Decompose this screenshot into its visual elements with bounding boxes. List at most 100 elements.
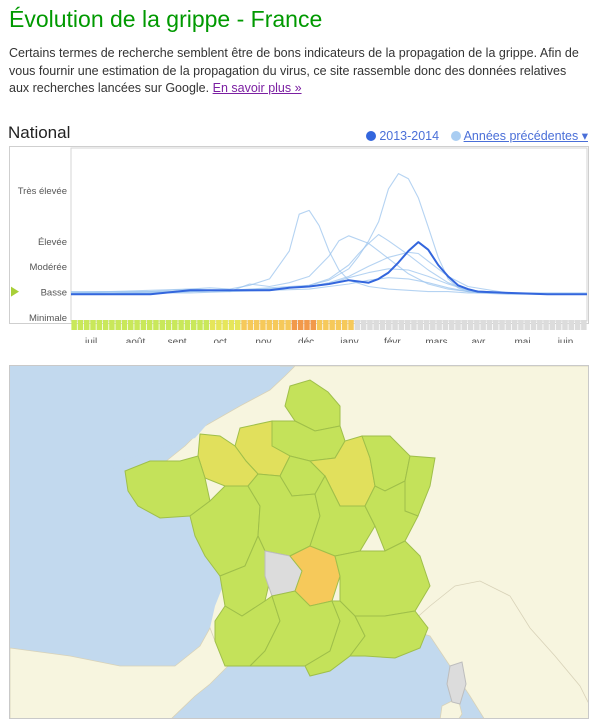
activity-cell xyxy=(511,320,518,330)
activity-cell xyxy=(373,320,379,330)
region-languedoc-roussillon[interactable] xyxy=(304,600,366,677)
previous-season-line xyxy=(71,251,587,295)
activity-cell xyxy=(297,320,304,330)
activity-cell xyxy=(411,320,417,330)
activity-cell xyxy=(115,320,121,330)
activity-cell xyxy=(499,320,505,330)
activity-cell xyxy=(323,320,329,330)
activity-cell xyxy=(568,320,575,330)
activity-cell xyxy=(291,320,298,330)
activity-cell xyxy=(279,320,285,330)
intro-text: Certains termes de recherche semblent êt… xyxy=(9,45,589,98)
activity-cell xyxy=(574,320,581,330)
activity-cell xyxy=(436,320,442,330)
activity-cell xyxy=(209,320,216,330)
y-level-label: Élevée xyxy=(38,237,67,248)
activity-cell xyxy=(253,320,260,330)
activity-cell xyxy=(140,320,147,330)
x-tick-label: juil. xyxy=(84,337,100,343)
activity-cell xyxy=(448,320,455,330)
activity-cell xyxy=(404,320,411,330)
flu-trend-chart: Minimale Basse Modérée Élevée Très élevée jui… xyxy=(9,146,589,348)
activity-cell xyxy=(417,320,423,330)
region-paca[interactable] xyxy=(349,610,429,659)
current-level-marker xyxy=(11,286,19,297)
activity-cell xyxy=(530,320,537,330)
x-tick-label: oct. xyxy=(213,337,229,343)
activity-cell xyxy=(335,320,342,330)
activity-cell xyxy=(241,320,247,330)
activity-cell xyxy=(348,320,354,330)
activity-cell xyxy=(102,320,109,330)
activity-cell xyxy=(562,320,568,330)
activity-cell xyxy=(467,320,474,330)
activity-cell xyxy=(430,320,436,330)
activity-cell xyxy=(367,320,373,330)
previous-season-line xyxy=(71,233,587,295)
activity-cell xyxy=(165,320,172,330)
activity-cell xyxy=(83,320,90,330)
activity-cell xyxy=(474,320,480,330)
region-rhone-alpes[interactable] xyxy=(334,540,431,617)
legend-previous-dot xyxy=(450,131,461,141)
activity-cell xyxy=(260,320,266,330)
activity-cell xyxy=(128,320,134,330)
activity-cell xyxy=(272,320,279,330)
activity-cell xyxy=(146,320,153,330)
region-title: National xyxy=(8,123,71,142)
plot-frame xyxy=(70,147,588,322)
flu-trend-chart-svg: Minimale Basse Modérée Élevée Très élevée jui… xyxy=(9,146,589,348)
region-bourgogne[interactable] xyxy=(309,474,376,557)
current-season-line xyxy=(71,241,587,296)
legend-current-label: 2013-2014 xyxy=(379,129,440,143)
activity-cell xyxy=(461,320,468,330)
legend-current-dot xyxy=(366,131,377,141)
previous-season-line xyxy=(71,209,587,294)
learn-more-link[interactable]: En savoir plus » xyxy=(212,81,302,95)
activity-cell xyxy=(222,320,228,330)
x-tick-label: août xyxy=(126,337,146,343)
activity-cell xyxy=(518,320,524,330)
x-tick-label: mai xyxy=(514,337,530,343)
activity-cell xyxy=(190,320,197,330)
activity-cell xyxy=(392,320,398,330)
activity-cell xyxy=(543,320,549,330)
activity-cell xyxy=(178,320,184,330)
activity-cell xyxy=(493,320,499,330)
activity-cell xyxy=(197,320,203,330)
activity-cell xyxy=(329,320,335,330)
x-tick-label: janv. xyxy=(339,337,360,343)
y-level-label: Modérée xyxy=(30,262,68,273)
activity-cell xyxy=(581,320,587,330)
activity-cell xyxy=(109,320,115,330)
activity-cell xyxy=(71,320,77,330)
previous-season-line xyxy=(71,173,587,295)
activity-cell xyxy=(354,320,361,330)
activity-cell xyxy=(360,320,367,330)
activity-cell xyxy=(285,320,291,330)
france-map-svg xyxy=(10,366,588,718)
activity-cell xyxy=(524,320,530,330)
activity-cell xyxy=(228,320,235,330)
region-franche-comte[interactable] xyxy=(364,480,419,552)
ocean xyxy=(10,366,280,472)
x-tick-label: nov. xyxy=(255,337,273,343)
activity-cell xyxy=(134,320,140,330)
legend-current-season: 2013-2014 xyxy=(366,129,439,143)
activity-cell xyxy=(77,320,84,330)
activity-cell xyxy=(316,320,323,330)
activity-cell xyxy=(90,320,96,330)
activity-cell xyxy=(184,320,191,330)
x-tick-label: déc. xyxy=(298,337,317,343)
france-region-map[interactable] xyxy=(9,365,589,719)
activity-cell xyxy=(159,320,165,330)
region-corse[interactable] xyxy=(446,661,467,705)
activity-cell xyxy=(235,320,241,330)
activity-cell xyxy=(455,320,461,330)
legend-previous-seasons-toggle[interactable]: Années précédentes ▾ xyxy=(463,129,588,143)
activity-cell xyxy=(505,320,512,330)
y-level-label: Très élevée xyxy=(18,186,67,197)
x-tick-label: sept. xyxy=(168,337,190,343)
activity-cell xyxy=(423,320,430,330)
activity-cell xyxy=(386,320,392,330)
